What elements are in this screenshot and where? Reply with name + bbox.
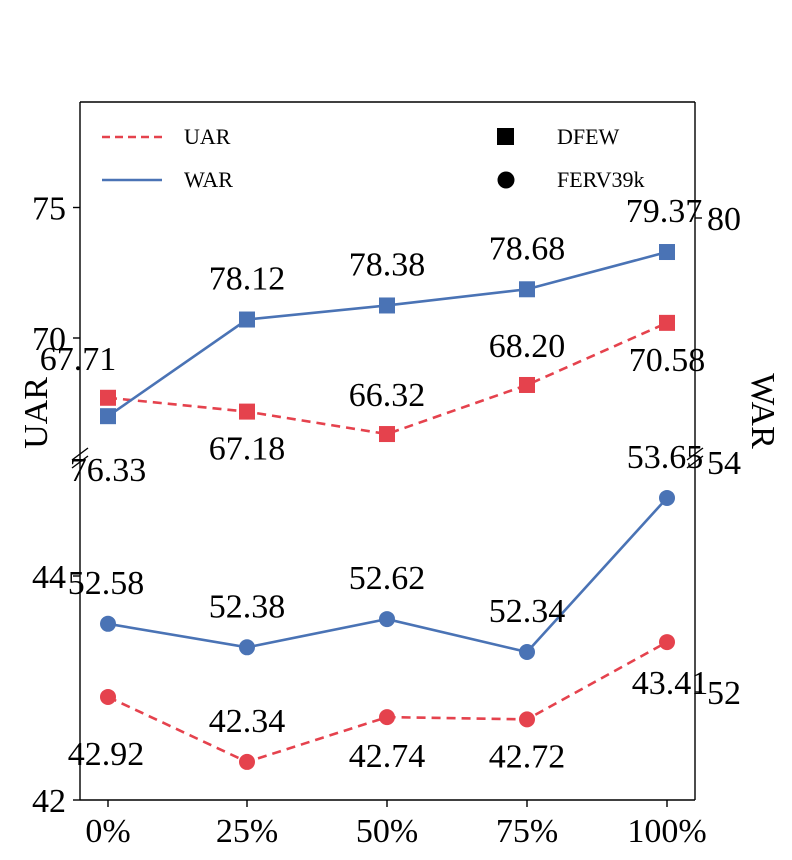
dfew-uar-marker bbox=[659, 314, 675, 331]
dfew-uar-line bbox=[107, 321, 668, 436]
ferv39k-uar-value-label: 42.74 bbox=[349, 738, 426, 775]
legend-war-label: WAR bbox=[184, 167, 233, 192]
ferv39k-war-value-label: 53.65 bbox=[627, 439, 704, 476]
ferv39k-war-marker bbox=[519, 644, 535, 661]
y-tick-label-left: 44 bbox=[32, 559, 66, 596]
y-tick-label-left: 75 bbox=[32, 191, 66, 228]
y-tick-label-right: 80 bbox=[707, 201, 741, 238]
y-tick-label-left: 42 bbox=[32, 783, 66, 820]
x-tick-label: 25% bbox=[216, 813, 278, 850]
y-axis-label-left: UAR bbox=[18, 377, 55, 449]
x-tick-label: 75% bbox=[496, 813, 558, 850]
series-layer bbox=[100, 244, 675, 770]
dfew-uar-value-label: 67.71 bbox=[40, 341, 117, 378]
dfew-uar-value-label: 67.18 bbox=[209, 431, 286, 468]
dfew-uar-marker bbox=[100, 389, 116, 406]
ferv39k-war-marker bbox=[659, 489, 675, 506]
data-labels: 67.71 67.18 66.32 68.20 70.58 76.33 78.12 78.38… bbox=[40, 193, 709, 775]
legend: UAR WAR DFEW FERV39k bbox=[102, 124, 644, 192]
legend-dfew-square-icon bbox=[497, 128, 514, 145]
dfew-uar-value-label: 68.20 bbox=[489, 328, 566, 365]
ferv39k-uar-marker bbox=[239, 753, 255, 770]
dfew-war-value-label: 76.33 bbox=[70, 452, 147, 489]
x-tick-label: 50% bbox=[356, 813, 418, 850]
dfew-war-marker bbox=[379, 297, 395, 314]
y-tick-label-left: 70 bbox=[32, 321, 66, 358]
dfew-uar-marker bbox=[379, 426, 395, 443]
ferv39k-uar-marker bbox=[379, 709, 395, 726]
ferv39k-war-marker bbox=[239, 639, 255, 656]
ferv39k-war-value-label: 52.38 bbox=[209, 588, 286, 625]
ferv39k-uar-value-label: 42.72 bbox=[489, 738, 566, 775]
y-axis-label-right: WAR bbox=[744, 373, 781, 449]
x-tick-label: 100% bbox=[627, 813, 706, 850]
ferv39k-war-marker bbox=[100, 615, 116, 632]
legend-dfew-label: DFEW bbox=[557, 124, 620, 149]
dfew-uar-marker bbox=[519, 376, 535, 393]
legend-uar-label: UAR bbox=[184, 124, 231, 149]
dfew-war-value-label: 79.37 bbox=[626, 193, 703, 230]
dfew-war-marker bbox=[659, 244, 675, 261]
y-break-label-right: 54 bbox=[707, 445, 741, 482]
plot-frame bbox=[71, 101, 704, 801]
dfew-war-marker bbox=[519, 281, 535, 298]
ferv39k-war-marker bbox=[379, 611, 395, 628]
dfew-war-value-label: 78.12 bbox=[209, 261, 286, 298]
dfew-war-marker bbox=[100, 408, 116, 425]
ferv39k-uar-value-label: 42.92 bbox=[68, 736, 145, 773]
dfew-war-marker bbox=[239, 311, 255, 328]
ferv39k-uar-value-label: 43.41 bbox=[632, 665, 709, 702]
ferv39k-war-value-label: 52.58 bbox=[68, 565, 145, 602]
x-tick-label: 0% bbox=[85, 813, 130, 850]
legend-ferv39k-circle-icon bbox=[497, 171, 515, 189]
ferv39k-uar-marker bbox=[100, 688, 116, 705]
dfew-war-value-label: 78.68 bbox=[489, 230, 566, 267]
dfew-war-value-label: 78.38 bbox=[349, 246, 426, 283]
dfew-uar-value-label: 66.32 bbox=[349, 377, 426, 414]
ferv39k-uar-value-label: 42.34 bbox=[209, 703, 286, 740]
axis-ticks: 0% 25% 50% 75% 100% 70 75 80 54 42 44 52 bbox=[32, 191, 741, 851]
y-tick-label-right: 52 bbox=[707, 675, 741, 712]
ferv39k-uar-marker bbox=[519, 711, 535, 728]
ferv39k-war-value-label: 52.62 bbox=[349, 560, 426, 597]
ferv39k-uar-marker bbox=[659, 634, 675, 651]
dfew-uar-value-label: 70.58 bbox=[629, 342, 706, 379]
dfew-uar-marker bbox=[239, 403, 255, 420]
legend-ferv39k-label: FERV39k bbox=[557, 167, 644, 192]
ferv39k-war-value-label: 52.34 bbox=[489, 593, 566, 630]
